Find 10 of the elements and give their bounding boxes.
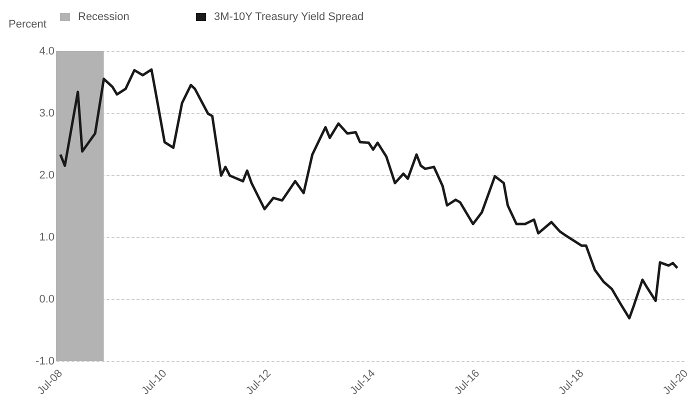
y-tick-label: -1.0 xyxy=(36,356,54,368)
y-tick-label: 2.0 xyxy=(39,170,54,182)
y-tick-label: 1.0 xyxy=(39,232,54,244)
y-axis-title: Percent xyxy=(8,18,46,30)
legend-label: Recession xyxy=(78,11,130,23)
legend-label: 3M-10Y Treasury Yield Spread xyxy=(214,11,364,23)
line-series xyxy=(59,68,679,320)
y-tick-label: 4.0 xyxy=(39,46,54,58)
y-tick-label: 0.0 xyxy=(39,294,54,306)
y-tick-label: 3.0 xyxy=(39,108,54,120)
